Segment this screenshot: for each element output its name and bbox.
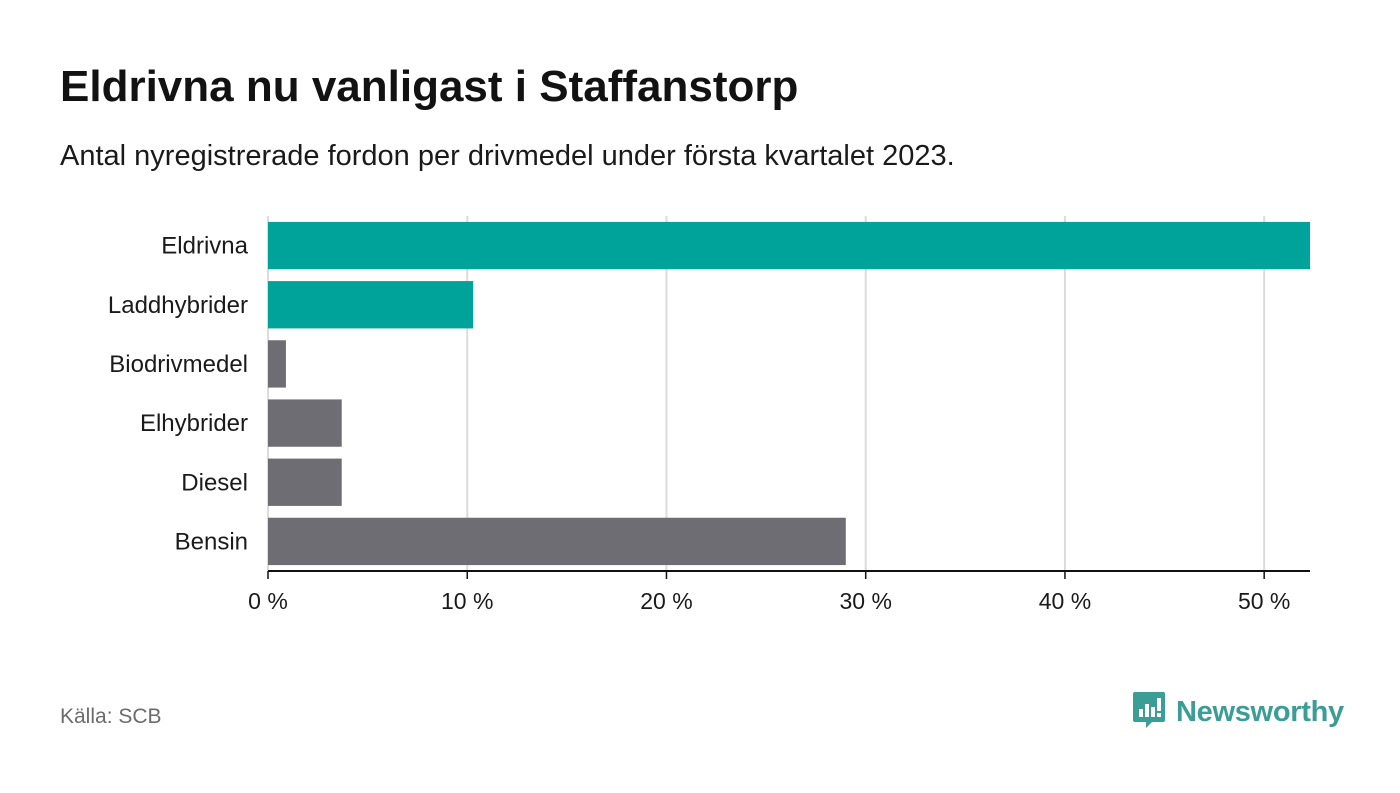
category-label: Bensin bbox=[175, 528, 248, 555]
chart-title: Eldrivna nu vanligast i Staffanstorp bbox=[60, 62, 799, 111]
brand-logo: Newsworthy bbox=[1132, 690, 1344, 735]
bars bbox=[268, 221, 1310, 566]
bar-bensin bbox=[268, 517, 846, 566]
brand-name: Newsworthy bbox=[1176, 696, 1344, 728]
x-tick-label: 50 % bbox=[1238, 588, 1290, 614]
bar-diesel bbox=[268, 458, 342, 506]
x-tick-label: 40 % bbox=[1039, 588, 1091, 614]
x-tick-label: 0 % bbox=[248, 588, 288, 614]
bar-chart: Eldrivna Laddhybrider Biodrivmedel Elhybrid… bbox=[108, 216, 1310, 614]
x-tick-label: 20 % bbox=[640, 588, 692, 614]
category-labels: Eldrivna Laddhybrider Biodrivmedel Elhybrid… bbox=[108, 233, 249, 556]
category-label: Eldrivna bbox=[161, 233, 248, 260]
bar-elhybrider bbox=[268, 399, 342, 447]
chart-subtitle: Antal nyregistrerade fordon per drivmede… bbox=[60, 140, 955, 172]
x-axis: 0 % 10 % 20 % 30 % 40 % 50 % bbox=[248, 570, 1310, 614]
gridlines bbox=[267, 216, 1266, 571]
category-label: Laddhybrider bbox=[108, 292, 248, 319]
x-tick-label: 30 % bbox=[839, 588, 891, 614]
bar-eldrivna bbox=[268, 221, 1310, 270]
category-label: Elhybrider bbox=[140, 410, 248, 437]
category-label: Diesel bbox=[181, 469, 248, 496]
bar-biodrivmedel bbox=[268, 340, 286, 388]
x-tick-label: 10 % bbox=[441, 588, 493, 614]
bar-chart-speech-bubble-icon bbox=[1132, 690, 1166, 735]
category-label: Biodrivmedel bbox=[109, 351, 248, 378]
bar-laddhybrider bbox=[268, 281, 474, 329]
source-note: Källa: SCB bbox=[60, 705, 162, 728]
